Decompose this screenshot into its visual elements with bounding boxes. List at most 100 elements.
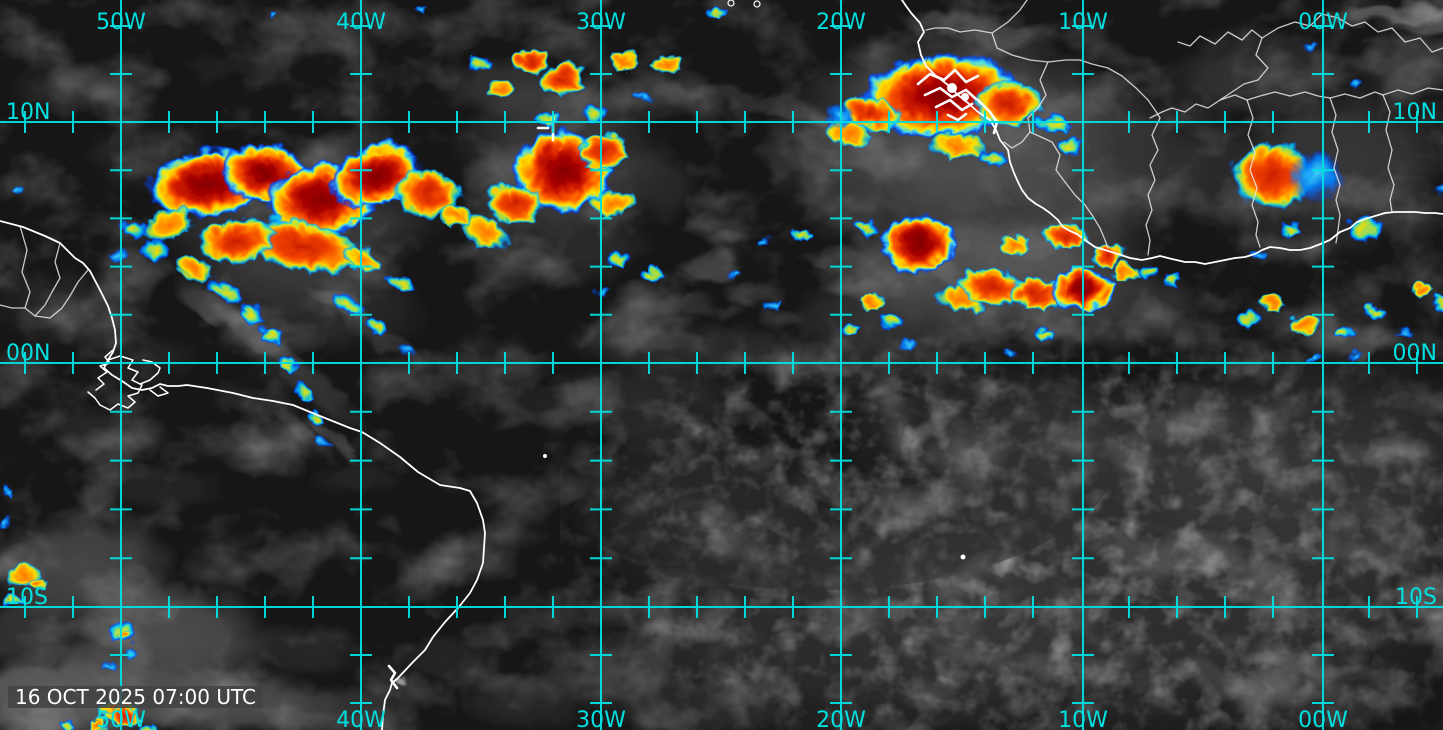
grid-label-bottom-30W: 30W	[576, 708, 626, 730]
convective-cell	[1344, 213, 1380, 237]
convective-cell	[1276, 218, 1300, 234]
country-border	[1261, 13, 1443, 53]
convective-cell	[1344, 73, 1360, 83]
grid-label-top-40W: 40W	[336, 10, 386, 35]
convective-cell	[1228, 138, 1308, 206]
overshooting-top-mark	[387, 664, 399, 690]
overshooting-top-mark	[923, 86, 978, 101]
convective-cell	[1160, 270, 1180, 282]
grid-label-left-10N: 10N	[6, 100, 50, 125]
convective-cell	[1054, 134, 1078, 150]
convective-cell	[1030, 324, 1050, 336]
grid-label-right-10S: 10S	[1395, 585, 1437, 610]
convective-cell	[1133, 260, 1157, 276]
overshooting-top-mark	[976, 98, 999, 135]
convective-cell	[994, 232, 1026, 252]
overshooting-tops-layer	[387, 0, 999, 690]
convective-cell	[751, 232, 769, 244]
grid-label-bottom-10W: 10W	[1058, 708, 1108, 730]
convective-cell	[971, 76, 1039, 124]
amazon-delta-channel	[95, 349, 114, 391]
convective-cell	[330, 288, 360, 312]
grid-label-bottom-40W: 40W	[336, 708, 386, 730]
grid-label-right-00N: 00N	[1393, 341, 1437, 366]
convective-cell	[233, 298, 263, 322]
grid-label-bottom-20W: 20W	[816, 708, 866, 730]
grid-label-top-50W: 50W	[96, 10, 146, 35]
amazon-delta-channel	[139, 359, 161, 385]
convective-cell	[1108, 261, 1136, 279]
grid-label-right-10N: 10N	[1393, 100, 1437, 125]
convective-cell	[763, 295, 777, 305]
grid-labels: 50W 50W 40W 40W 30W 30W 20W 20W 10W 10W 00W 00W 10N 1…	[6, 10, 1437, 730]
grid-label-left-10S: 10S	[6, 585, 48, 610]
convective-cell	[482, 75, 512, 95]
convective-cell	[925, 128, 985, 156]
convective-cell	[637, 265, 659, 279]
convective-cell	[1087, 240, 1123, 264]
convective-cell	[1231, 306, 1259, 324]
convective-cell	[193, 214, 273, 260]
convective-cell	[456, 211, 508, 245]
country-border	[1246, 99, 1261, 248]
convective-cell	[1036, 110, 1068, 130]
country-border	[0, 304, 26, 309]
country-border	[1382, 94, 1395, 213]
convective-cell	[1430, 180, 1443, 192]
country-border	[925, 27, 993, 34]
overshooting-top-mark	[916, 68, 980, 86]
overshooting-top-mark	[934, 98, 974, 112]
convective-cell	[605, 49, 635, 67]
small-ring-mark	[753, 0, 761, 8]
convective-cell	[602, 247, 628, 263]
convective-cell	[1362, 303, 1382, 317]
convective-cell	[391, 336, 413, 354]
convective-cell	[588, 186, 632, 214]
convective-cell	[856, 292, 880, 308]
white-dot	[960, 554, 966, 560]
convective-cell	[363, 312, 387, 332]
country-border	[1003, 61, 1049, 149]
coastline-south-america	[0, 220, 486, 730]
white-dot	[961, 93, 969, 101]
convective-cell	[722, 265, 738, 275]
convective-cell	[1004, 273, 1060, 307]
grid-label-top-30W: 30W	[576, 10, 626, 35]
convective-cell	[1391, 324, 1409, 336]
coastline-africa	[901, 0, 1443, 265]
convective-cell	[972, 146, 1008, 166]
convective-cell	[385, 270, 415, 290]
convective-cell	[835, 319, 855, 331]
convective-cell	[820, 100, 852, 124]
convective-cell	[850, 217, 874, 233]
overshooting-top-mark	[946, 112, 968, 122]
country-border	[1029, 131, 1109, 249]
convective-cell	[205, 275, 239, 301]
grid-label-bottom-00W: 00W	[1298, 708, 1348, 730]
convective-cell	[169, 250, 211, 280]
convective-cell	[312, 430, 328, 446]
convective-cell	[576, 101, 604, 119]
convective-cell	[0, 514, 8, 526]
convective-cell	[290, 379, 310, 397]
convective-cell	[116, 216, 144, 234]
convective-cell	[409, 2, 421, 10]
convective-cell	[1284, 312, 1316, 332]
convective-cell	[1328, 322, 1352, 338]
country-border	[1177, 29, 1269, 101]
convective-cell	[0, 483, 12, 493]
convective-cell	[123, 645, 137, 655]
country-border	[1329, 97, 1341, 244]
convective-cell	[391, 165, 459, 215]
convective-cell	[1428, 293, 1443, 307]
convective-cell	[255, 322, 281, 344]
convective-cell	[482, 179, 542, 221]
convective-cell	[83, 714, 107, 730]
country-border	[991, 0, 1161, 119]
convective-cell	[1343, 346, 1361, 358]
convective-cell	[274, 350, 296, 370]
